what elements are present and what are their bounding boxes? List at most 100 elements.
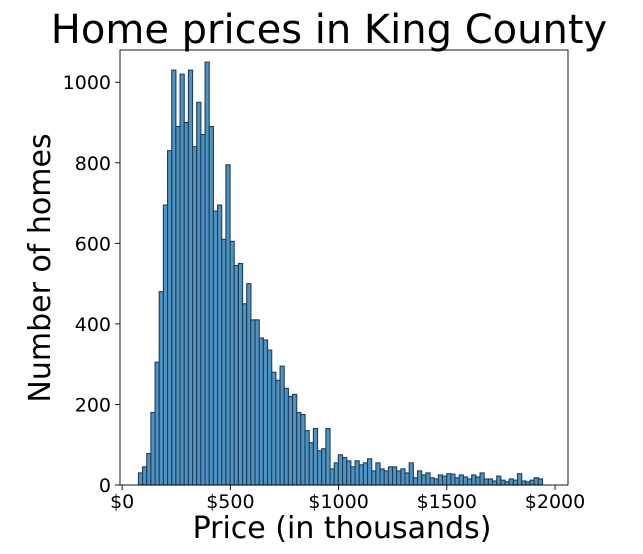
histogram-bar [429,477,435,486]
histogram-bar [321,448,327,486]
histogram-bar [358,464,364,486]
histogram-bar [362,462,369,486]
histogram-bar [504,481,510,486]
histogram-bar [396,470,402,486]
histogram-bar [258,337,264,486]
histogram-bar [325,428,331,486]
histogram-bar [371,470,377,486]
histogram-bar [150,411,156,486]
histogram-bar [350,466,356,486]
histogram-bar [179,73,185,486]
histogram-bar [341,457,348,486]
histogram-bar [337,454,344,486]
x-tick-label: $1000 [308,491,368,513]
histogram-bar [212,210,219,486]
histogram-bar [491,480,498,486]
histogram-bar [508,478,514,486]
histogram-bar [217,204,223,486]
histogram-bar [483,478,489,486]
y-tick-label: 400 [75,314,111,336]
histogram-bar [391,466,398,486]
histogram-bar [146,453,152,486]
histogram-bar [421,474,427,486]
histogram-bar [312,428,319,486]
histogram-bar [500,479,506,486]
histogram-bar [366,458,373,486]
histogram-bar [516,473,523,486]
histogram-bar [387,466,394,486]
histogram-bar [383,470,389,486]
x-axis-label: Price (in thousands) [193,511,492,546]
histogram-bar [400,468,406,486]
histogram-bar [250,319,256,486]
histogram-bar [441,475,448,486]
histogram-bar [183,121,189,486]
histogram-bar [512,479,519,486]
histogram-bar [487,478,494,486]
histogram-bar [271,371,277,486]
histogram-bar [167,150,173,486]
histogram-bar [458,474,464,486]
histogram-bar [329,468,335,486]
x-tick-label: $1500 [417,491,477,513]
histogram-bar [221,238,227,486]
histogram-bar [237,262,244,486]
histogram-bar [287,395,294,486]
histogram-bar [533,477,539,486]
histogram-bar [404,472,410,486]
histogram-bar [142,466,148,486]
histogram-bar [408,462,414,486]
y-tick-label: 1000 [63,72,111,94]
histogram-bar [196,101,202,486]
x-tick-label: $2000 [525,491,585,513]
histogram-bar [187,69,194,486]
x-axis: $0 $500 $1000 $1500 $2000 [110,485,585,513]
histogram-bar [475,476,481,486]
y-tick-label: 0 [99,475,111,497]
histogram-bar [208,125,214,486]
bars-group [137,61,544,486]
histogram-bar [246,283,252,486]
histogram-bar [466,478,473,486]
y-tick-label: 200 [75,394,111,416]
histogram-bar [254,319,260,486]
histogram-bar [296,411,302,486]
histogram-bar [479,472,485,486]
x-tick-label: $500 [206,491,254,513]
y-tick-label: 600 [75,233,111,255]
histogram-bar [450,473,456,486]
histogram-bar [175,125,181,486]
y-tick-label: 800 [75,153,111,175]
histogram-bar [346,460,352,486]
chart-title: Home prices in King County [51,7,607,53]
histogram-bar [537,478,544,486]
histogram-bar [525,481,531,486]
x-tick-label: $0 [110,491,134,513]
histogram-bar [225,164,231,486]
histogram-bar [266,349,273,486]
histogram-bar [379,468,385,486]
histogram-bar [521,480,527,486]
histogram-bar [333,462,339,486]
histogram-bar [462,476,469,486]
plot-frame [119,49,569,486]
histogram-bar [204,61,210,486]
histogram-bar [171,69,177,486]
histogram-bar [158,291,164,486]
histogram-bar [262,339,269,486]
histogram-bar [162,204,169,486]
histogram-bar [471,474,477,486]
histogram-bar [425,472,431,486]
histogram-bar [137,472,144,486]
histogram-bar [154,361,160,486]
histogram-bar [192,146,198,486]
histogram-bar [275,379,281,486]
histogram-bar [242,303,248,486]
histogram-bar [316,450,323,486]
y-axis: 0 200 400 600 800 1000 [63,72,120,497]
histogram-bar [454,477,460,486]
histogram-bar [375,462,381,486]
histogram-bar [496,475,502,486]
histogram-bar [300,413,306,486]
